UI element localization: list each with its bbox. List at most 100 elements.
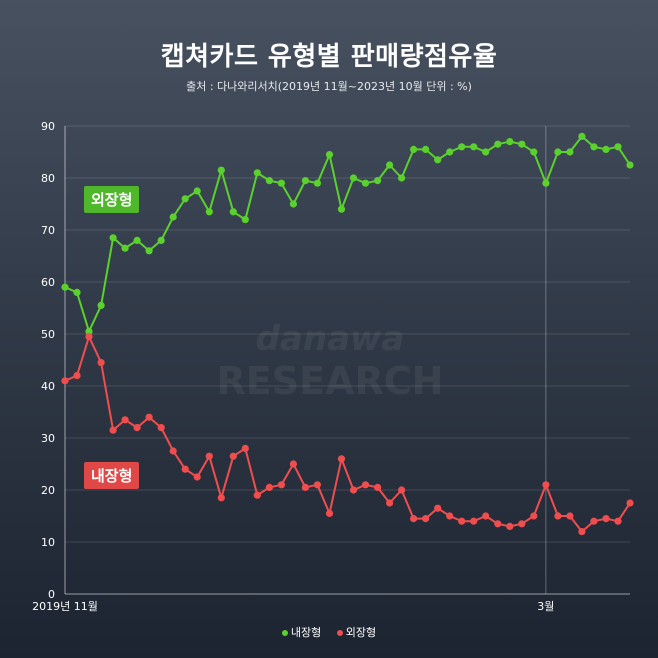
data-point-1 [506, 522, 514, 531]
data-point-0 [349, 174, 358, 182]
data-point-1 [85, 333, 93, 341]
data-point-0 [614, 143, 622, 151]
legend-item-inner: 내장형 [281, 624, 321, 640]
data-point-1 [73, 372, 81, 380]
series-label-outer: 외장형 [84, 186, 140, 213]
data-point-1 [121, 416, 129, 424]
data-point-1 [554, 512, 562, 520]
series-label-inner: 내장형 [84, 462, 140, 489]
data-point-0 [85, 327, 93, 335]
data-point-0 [398, 174, 406, 182]
data-point-1 [482, 512, 490, 520]
x-tick-label: 2019년 11월 [32, 600, 98, 613]
watermark-line1: danawa [256, 319, 405, 359]
data-point-0 [205, 208, 213, 216]
data-point-1 [410, 515, 418, 523]
legend-dot-outer [336, 630, 343, 636]
data-point-0 [277, 179, 285, 187]
data-point-0 [386, 161, 394, 169]
data-point-1 [241, 444, 249, 452]
data-point-0 [506, 138, 514, 146]
data-point-1 [566, 512, 574, 520]
data-point-0 [145, 247, 153, 255]
y-tick-label: 20 [41, 484, 55, 497]
data-point-0 [626, 161, 634, 169]
data-point-0 [410, 145, 418, 153]
data-point-1 [422, 515, 430, 523]
data-point-0 [301, 177, 309, 185]
data-point-0 [157, 236, 165, 244]
data-point-1 [229, 452, 237, 460]
data-point-1 [97, 359, 105, 367]
data-point-0 [265, 177, 273, 185]
data-point-0 [530, 148, 538, 156]
data-point-0 [253, 169, 261, 177]
legend: 내장형 외장형 [0, 624, 658, 640]
data-point-1 [169, 447, 177, 455]
data-point-1 [614, 517, 622, 525]
data-point-1 [109, 426, 117, 434]
data-point-1 [470, 517, 478, 525]
data-point-0 [494, 140, 502, 148]
data-point-0 [422, 145, 430, 153]
y-axis: 0 10 20 30 40 50 60 70 80 90 [41, 120, 55, 601]
series-points [61, 132, 634, 536]
data-point-0 [337, 205, 346, 213]
data-point-0 [374, 177, 382, 185]
data-point-1 [181, 465, 189, 473]
data-point-0 [602, 145, 610, 153]
legend-label-outer: 외장형 [345, 626, 377, 639]
y-tick-label: 10 [41, 536, 55, 549]
data-point-1 [434, 504, 442, 512]
data-point-0 [73, 288, 81, 296]
data-point-0 [446, 148, 454, 156]
data-point-0 [181, 195, 189, 203]
data-point-1 [301, 483, 309, 491]
data-point-1 [277, 481, 285, 489]
data-point-1 [133, 424, 141, 432]
data-point-1 [602, 515, 610, 523]
series-line-0 [64, 135, 631, 333]
data-point-1 [253, 491, 261, 499]
data-point-0 [133, 236, 141, 244]
data-point-1 [145, 413, 153, 421]
data-point-0 [542, 179, 550, 187]
data-point-0 [109, 234, 117, 242]
data-point-0 [229, 208, 237, 216]
y-tick-label: 80 [41, 172, 55, 185]
data-point-0 [470, 143, 478, 151]
data-point-1 [374, 483, 382, 491]
data-point-1 [61, 377, 69, 385]
data-point-1 [518, 520, 526, 528]
data-point-1 [265, 483, 273, 491]
data-point-0 [121, 244, 129, 252]
chart-subtitle: 출처 : 다나와리서치(2019년 11월~2023년 10월 단위 : %) [186, 80, 472, 93]
data-point-1 [217, 494, 225, 502]
data-point-0 [518, 140, 526, 148]
data-point-1 [626, 499, 634, 507]
data-point-1 [337, 455, 346, 463]
data-point-0 [217, 166, 225, 174]
data-point-0 [193, 187, 201, 195]
data-point-0 [289, 200, 297, 208]
legend-dot-inner [281, 630, 288, 636]
y-tick-label: 70 [41, 224, 55, 237]
data-point-0 [361, 179, 370, 187]
y-tick-label: 90 [41, 120, 55, 133]
y-tick-label: 30 [41, 432, 55, 445]
y-tick-label: 40 [41, 380, 55, 393]
y-tick-label: 0 [48, 588, 55, 601]
data-point-1 [542, 481, 550, 489]
chart-title: 캡쳐카드 유형별 판매량점유율 [160, 42, 498, 72]
data-point-0 [241, 216, 249, 224]
data-point-0 [434, 156, 442, 164]
x-tick-label: 3월 [537, 600, 554, 613]
data-point-1 [289, 460, 297, 468]
data-point-0 [325, 151, 334, 159]
y-tick-label: 60 [41, 276, 55, 289]
watermark-line2: RESEARCH [217, 359, 444, 403]
data-point-0 [590, 143, 598, 151]
data-point-1 [193, 473, 201, 481]
data-point-0 [61, 283, 69, 291]
data-point-1 [458, 517, 466, 525]
